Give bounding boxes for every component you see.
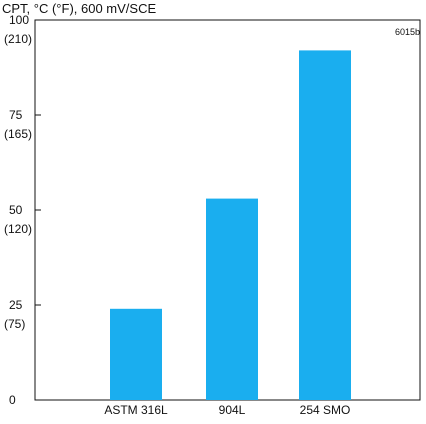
x-axis-tick-labels: ASTM 316L 904L 254 SMO	[104, 403, 350, 417]
bar-series	[110, 50, 351, 401]
y-tick-label: 50	[9, 203, 23, 217]
y-tick-label: 0	[9, 393, 16, 407]
y-tick-label-fahrenheit: (165)	[4, 127, 32, 141]
figure-code: 6015b	[395, 27, 420, 37]
bar-904l	[206, 198, 258, 400]
x-tick-label: 254 SMO	[300, 403, 351, 417]
y-tick-label-fahrenheit: (120)	[4, 222, 32, 236]
y-tick-label-fahrenheit: (210)	[4, 32, 32, 46]
x-tick-label: ASTM 316L	[104, 403, 168, 417]
x-tick-label: 904L	[219, 403, 246, 417]
y-tick-label: 25	[9, 298, 23, 312]
y-axis-ticks: 0 25 (75) 50 (120) 75 (165) 100 (210)	[4, 13, 41, 407]
y-tick-label: 75	[9, 108, 23, 122]
bar-254-smo	[299, 50, 351, 401]
chart-title: CPT, °C (°F), 600 mV/SCE	[2, 1, 156, 16]
y-tick-label-fahrenheit: (75)	[4, 317, 25, 331]
bar-astm-316l	[110, 308, 162, 400]
y-tick-label: 100	[9, 13, 29, 27]
